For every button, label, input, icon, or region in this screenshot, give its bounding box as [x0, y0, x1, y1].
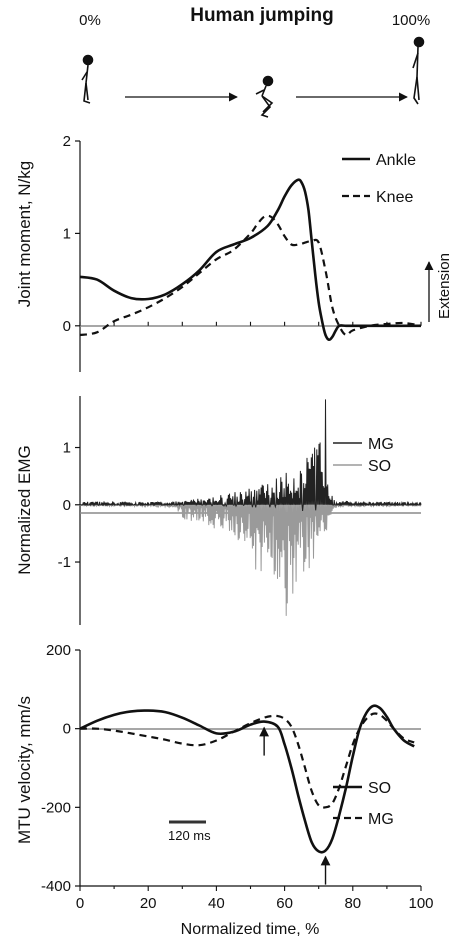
knee-moment-line [79, 214, 422, 337]
x-tick-label: 40 [208, 895, 225, 912]
so-velocity-line [79, 704, 415, 854]
y-tick-label: 0 [63, 721, 71, 738]
emg-y-label: Normalized EMG [15, 445, 34, 574]
y-tick-label: -400 [41, 878, 71, 895]
so-legend-label: SO [368, 458, 391, 475]
y-tick-label: -1 [58, 554, 71, 571]
stick-figure-squat-icon [255, 75, 274, 118]
so-emg-trace [79, 502, 422, 616]
so-velocity-legend-label: SO [368, 780, 391, 797]
y-tick-label: 1 [63, 225, 71, 242]
stick-figure-takeoff-icon [412, 36, 425, 105]
extension-label: Extension [436, 253, 453, 319]
y-tick-label: 1 [63, 440, 71, 457]
mg-velocity-legend-label: MG [368, 811, 394, 828]
stage-end-label: 100% [392, 12, 430, 29]
joint-moment-y-label: Joint moment, N/kg [15, 161, 34, 307]
y-tick-label: 200 [46, 642, 71, 659]
x-tick-label: 80 [344, 895, 361, 912]
x-tick-label: 60 [276, 895, 293, 912]
y-tick-label: 0 [63, 318, 71, 335]
y-tick-label: -200 [41, 799, 71, 816]
stage-start-label: 0% [79, 12, 101, 29]
mtu-y-label: MTU velocity, mm/s [15, 696, 34, 844]
mg-legend-label: MG [368, 436, 394, 453]
mg-emg-trace [79, 399, 422, 511]
joint-moment-panel: 0 1 2 Joint moment, N/kg Ankle Knee Extens… [15, 133, 453, 372]
x-tick-label: 20 [140, 895, 157, 912]
stick-figure-standing-icon [81, 54, 94, 104]
ankle-legend-label: Ankle [376, 152, 416, 169]
mg-velocity-line [79, 712, 415, 809]
mtu-velocity-panel: -400 -200 0 200 0 20 40 60 80 100 MTU velocity, … [15, 642, 434, 938]
figure-title: Human jumping [190, 5, 334, 26]
x-tick-label: 100 [408, 895, 433, 912]
knee-legend-label: Knee [376, 189, 413, 206]
y-tick-label: 0 [63, 497, 71, 514]
x-axis-label: Normalized time, % [181, 921, 320, 938]
ankle-moment-line [79, 178, 421, 342]
x-tick-label: 0 [76, 895, 84, 912]
normalized-emg-panel: -1 0 1 Normalized EMG MG SO [15, 396, 422, 625]
y-tick-label: 2 [63, 133, 71, 150]
scale-bar-label: 120 ms [168, 828, 211, 843]
